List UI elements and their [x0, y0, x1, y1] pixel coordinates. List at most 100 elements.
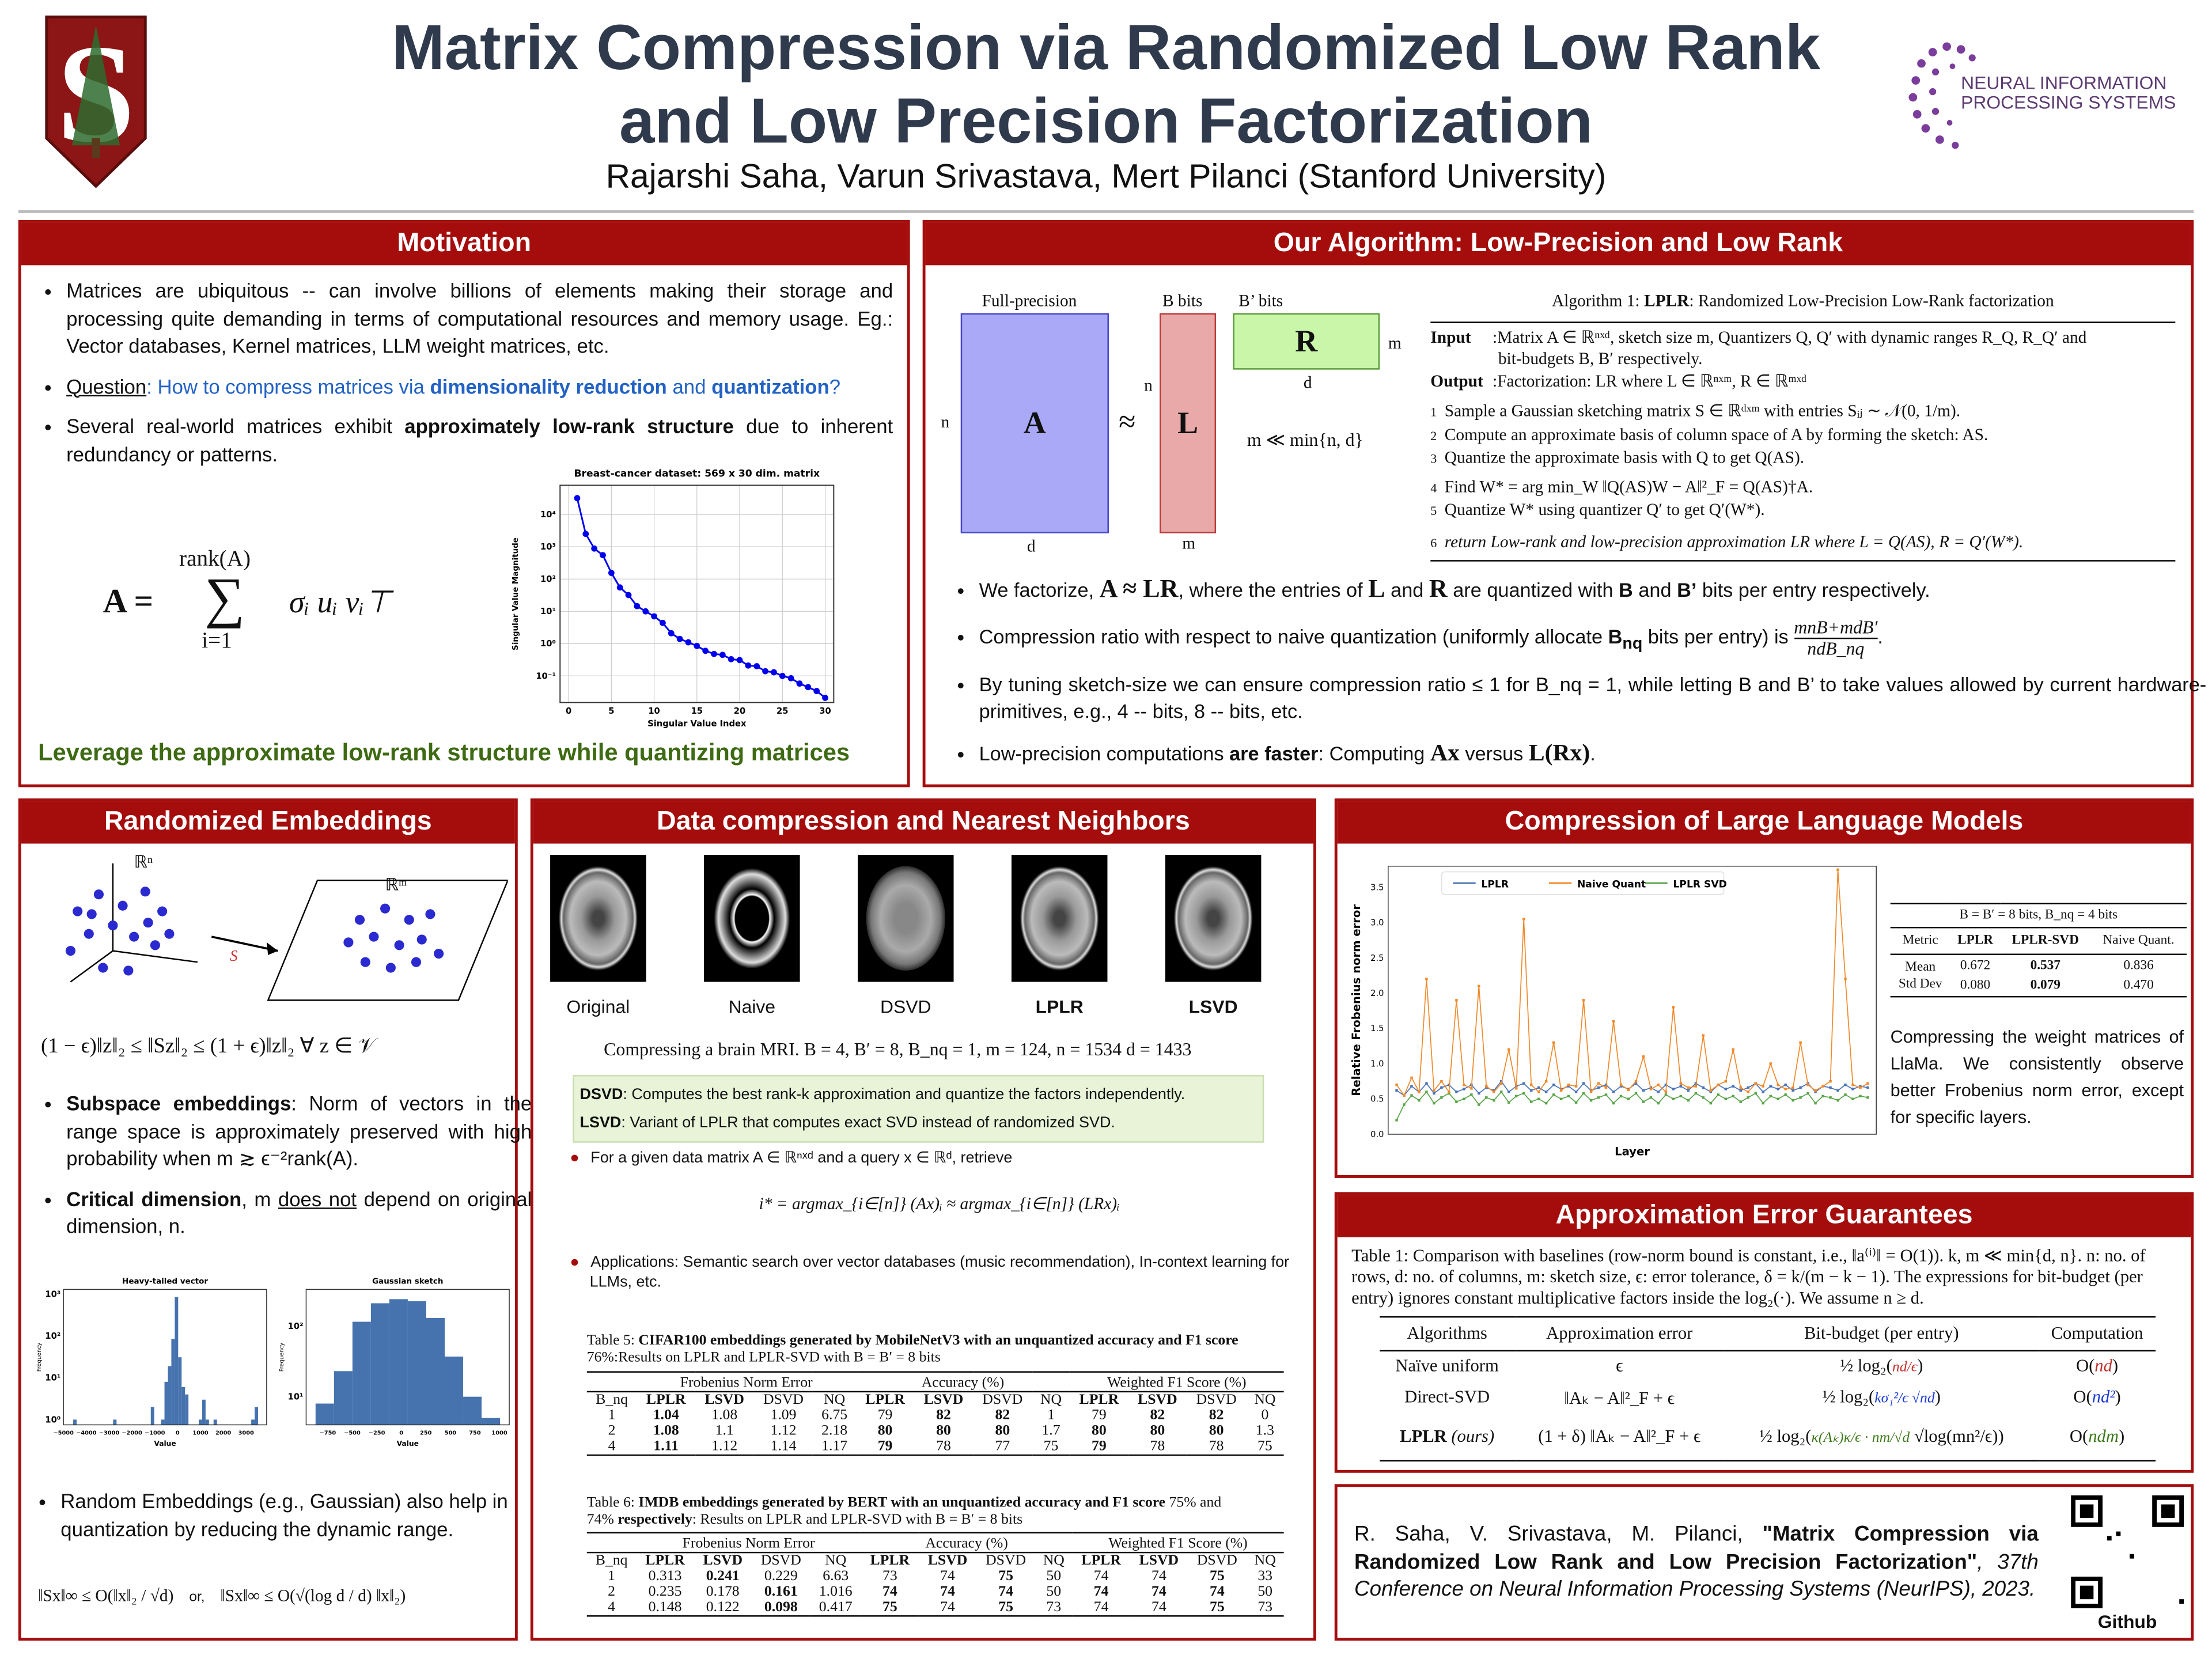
- table1: Algorithms Approximation error Bit-budget …: [1380, 1316, 2156, 1461]
- algorithm-step: 2 Compute an approximate basis of column …: [1430, 424, 2175, 447]
- data-point: [651, 613, 657, 620]
- table-cell: 74: [1093, 1584, 1109, 1600]
- algorithm-step: 4 Find W* = arg min_W ‖Q(AS)W − A‖²_F = Q…: [1430, 476, 2175, 499]
- t: and: [1633, 578, 1677, 601]
- data-point: [1410, 1085, 1413, 1088]
- col-header: NQ: [1040, 1392, 1062, 1408]
- eq-term: σᵢ uᵢ vᵢ⊤: [289, 584, 391, 620]
- data-point: [1859, 1085, 1862, 1088]
- data-point: [676, 635, 683, 642]
- data-point: [1455, 1100, 1458, 1103]
- data-point: [1739, 1089, 1742, 1092]
- data-point: [1627, 1097, 1630, 1100]
- approx-sign: ≈: [1119, 403, 1136, 439]
- llm-layer-chart: 0.0 0.5 1.0 1.5 2.0 2.5 3.0 3.5 Layer Relative Fr…: [1346, 852, 1882, 1173]
- table1-caption: Table 1: Comparison with baselines (row-…: [1351, 1245, 2146, 1308]
- legend-label: LPLR: [1481, 878, 1509, 890]
- data-point: [1455, 999, 1458, 1002]
- eq-bot: i=1: [202, 629, 232, 653]
- table-cell: 6.75: [821, 1408, 848, 1424]
- data-point: [685, 639, 692, 646]
- mri-image-orig: [550, 855, 646, 982]
- y-tick-label: 1.5: [1370, 1024, 1384, 1033]
- gaussian-sketch-histogram: Gaussian sketch −750 −500 −250 0 250 500 750 100…: [275, 1272, 515, 1456]
- data-point: [1844, 1093, 1847, 1096]
- t: ½ log₂(: [1759, 1426, 1812, 1446]
- t: Table 6:: [586, 1495, 639, 1511]
- question-text: : How to compress matrices via: [146, 376, 430, 399]
- t: B’: [1677, 578, 1697, 601]
- title-line-2: and Low Precision Factorization: [619, 84, 1593, 157]
- table-cell: 1.04: [653, 1408, 679, 1424]
- step-text: Quantize W* using quantizer Q′ to get Q′…: [1444, 499, 1765, 520]
- singular-value-chart: Breast-cancer dataset: 569 x 30 dim. mat…: [501, 465, 839, 733]
- github-qr-code[interactable]: [2071, 1495, 2184, 1608]
- col-header: LSVD: [1139, 1553, 1179, 1569]
- data-point: [1455, 1090, 1458, 1093]
- data-point: [1537, 1090, 1540, 1093]
- t: Subspace embeddings: [66, 1093, 291, 1116]
- cell: Mean: [1905, 960, 1936, 975]
- data-point: [1478, 1092, 1480, 1095]
- table-cell: 2: [608, 1423, 616, 1439]
- data-point: [1702, 1096, 1705, 1099]
- y-tick-label: 3.5: [1370, 882, 1384, 892]
- data-point: [1627, 1088, 1630, 1092]
- step-number: 2: [1430, 428, 1437, 442]
- x-axis-label: Value: [397, 1440, 419, 1448]
- table-cell: 74: [1151, 1569, 1166, 1585]
- github-label[interactable]: Github: [2097, 1611, 2157, 1633]
- t: ): [1917, 1356, 1923, 1376]
- col-header: LPLR: [645, 1553, 685, 1569]
- algorithm-step: 6 return Low-rank and low-precision appro…: [1430, 531, 2175, 554]
- col-header: Naive Quant.: [2103, 934, 2175, 948]
- data-point: [1844, 978, 1847, 980]
- data-point: [1552, 1084, 1555, 1086]
- data-point: [1814, 1101, 1817, 1105]
- table-cell: 2: [608, 1584, 616, 1600]
- y-axis-label: Singular Value Magnitude: [512, 537, 520, 650]
- factorization-diagram: Full-precision B bits B’ bits A n d ≈ L …: [926, 279, 1419, 562]
- data-point: [1814, 1089, 1817, 1092]
- rn-label: ℝⁿ: [134, 852, 153, 872]
- data-point: [1791, 1089, 1794, 1092]
- bits-cell: ½ log₂(κ(Aₖ)κ/ϵ · nm/√d √log(mn²/ϵ)): [1725, 1413, 2039, 1461]
- data-point: [719, 652, 726, 658]
- question-bold-2: quantization: [711, 376, 830, 399]
- y-tick-label: 10²: [288, 1321, 304, 1331]
- data-point: [1478, 984, 1480, 988]
- data-point: [1717, 1093, 1720, 1096]
- data-point: [1418, 1090, 1421, 1093]
- m: Ax: [1430, 738, 1460, 766]
- table-row: 1 0.313 0.241 0.229 6.63 73 74 75 50 74 74 75 33: [587, 1569, 1284, 1584]
- t: B: [1608, 624, 1623, 647]
- data-point: [1597, 1096, 1600, 1099]
- table-cell: 74: [882, 1584, 897, 1600]
- data-point: [736, 657, 743, 664]
- llm-panel: Compression of Large Language Models 0.0…: [1334, 798, 2194, 1178]
- input-text-2: bit-budgets B, B′ respectively.: [1498, 348, 1703, 369]
- data-point: [1829, 1096, 1832, 1099]
- table-cell: 50: [1046, 1569, 1062, 1585]
- data-point: [1478, 1103, 1480, 1106]
- data-point: [1403, 1103, 1406, 1106]
- alg-bullet-4: Low-precision computations are faster: C…: [979, 738, 2207, 767]
- cell: 0.470: [2123, 979, 2154, 994]
- table-cell: 75: [998, 1600, 1013, 1616]
- mri-label: Original: [566, 995, 630, 1017]
- series-line-lplr: [1396, 1080, 1868, 1096]
- data-point: [1784, 1084, 1787, 1086]
- llm-summary-table: B = B′ = 8 bits, B_nq = 4 bits Metric LPL…: [1890, 903, 2187, 997]
- x-axis-label: Layer: [1615, 1145, 1650, 1158]
- table-cell: 1.3: [1255, 1423, 1274, 1439]
- b3-bold: approximately low-rank structure: [404, 416, 734, 439]
- x-tick-label: −2000: [122, 1430, 142, 1437]
- data-point: [1799, 1086, 1802, 1089]
- data-point: [1470, 1087, 1473, 1090]
- t: , m: [241, 1188, 278, 1211]
- table-cell: 4: [608, 1438, 616, 1455]
- series-line-naive-quant: [1396, 869, 1868, 1097]
- data-point: [1657, 1084, 1660, 1086]
- data-point: [1642, 1100, 1645, 1103]
- t: IMDB embeddings generated by BERT with a…: [638, 1495, 1166, 1511]
